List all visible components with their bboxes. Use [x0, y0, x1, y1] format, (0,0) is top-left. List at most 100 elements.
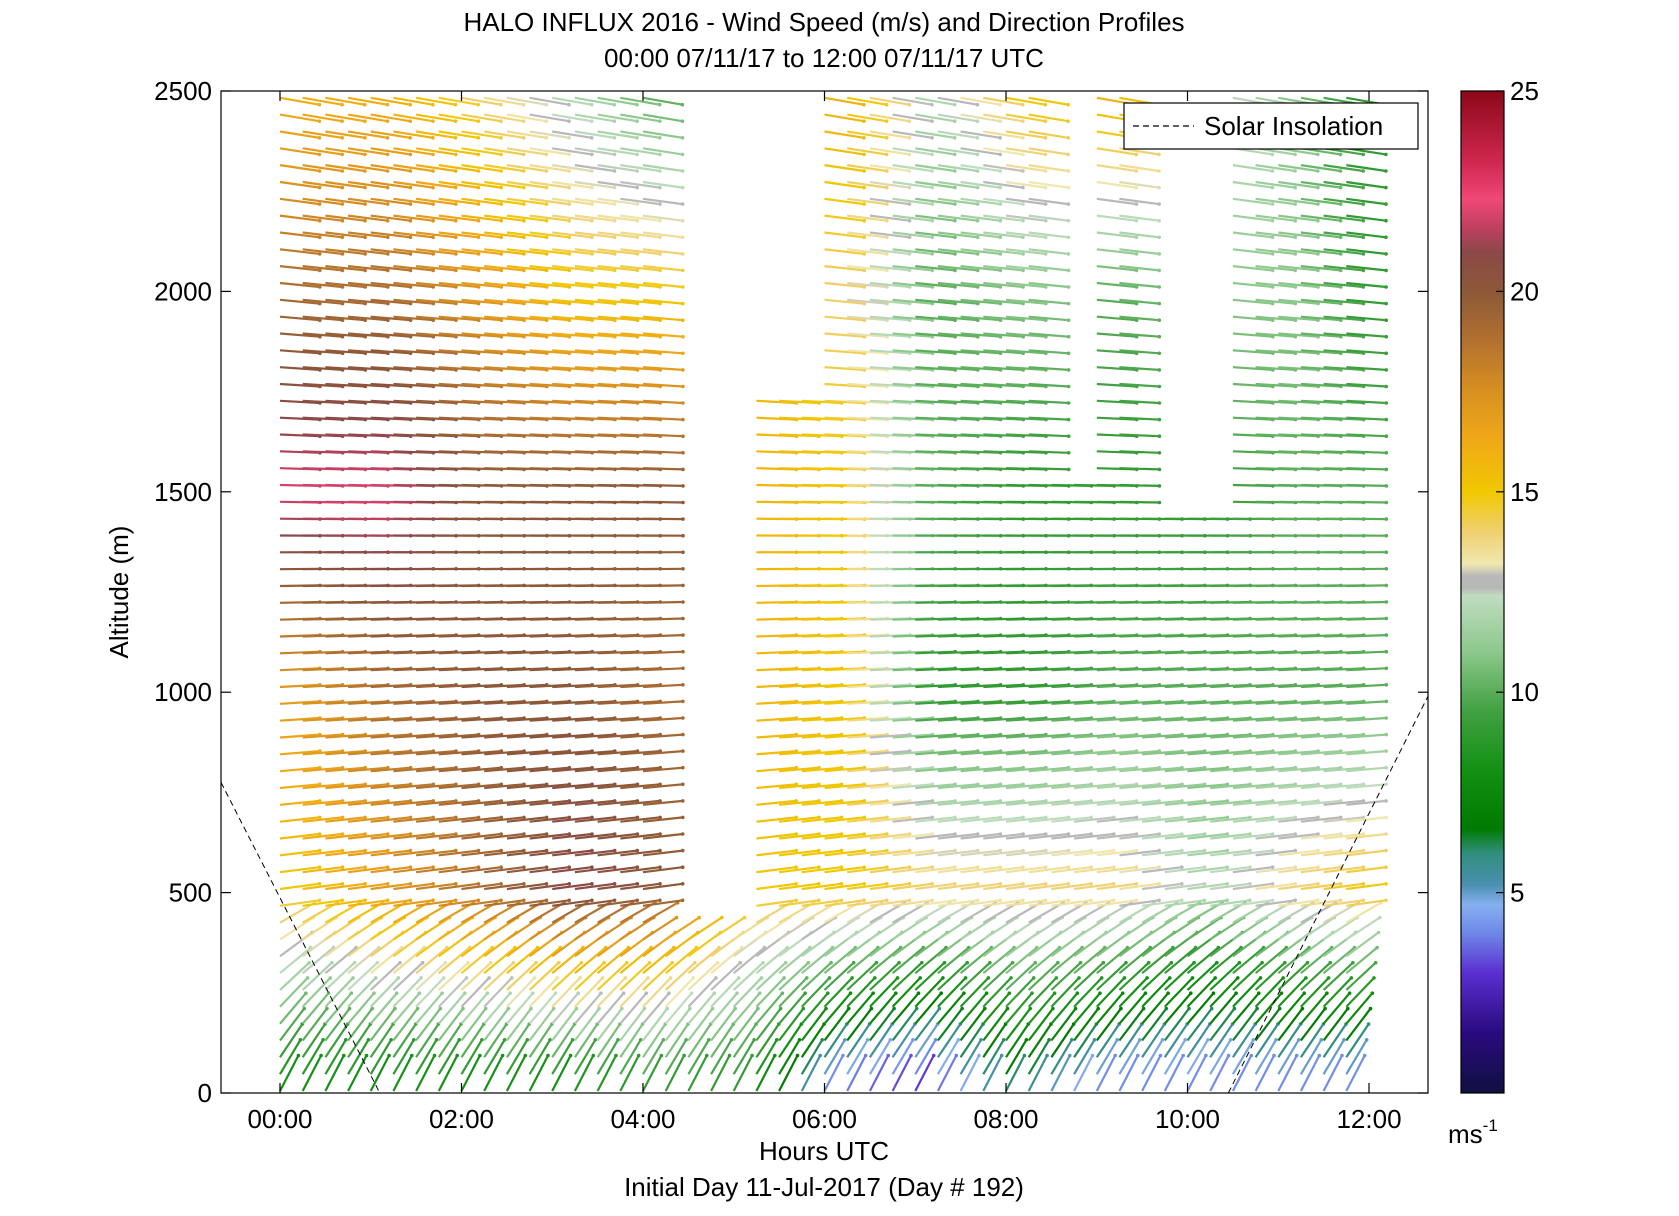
wind-arrow — [1278, 799, 1319, 806]
wind-arrow-head — [998, 152, 1002, 157]
wind-arrow-head — [1294, 1053, 1299, 1058]
wind-arrow-head — [885, 218, 889, 223]
wind-arrow-head — [385, 202, 390, 206]
wind-arrow — [937, 197, 978, 206]
wind-arrow — [574, 992, 602, 1025]
wind-arrow-head — [363, 799, 368, 803]
wind-arrow — [801, 832, 842, 840]
wind-arrow — [620, 164, 661, 173]
wind-arrow — [279, 281, 320, 289]
wind-arrow — [597, 164, 638, 173]
wind-arrow — [983, 366, 1024, 371]
wind-arrow-head — [693, 960, 697, 965]
wind-arrow — [915, 832, 956, 840]
wind-arrow-head — [363, 185, 367, 190]
wind-arrow — [1255, 716, 1296, 722]
wind-arrow — [393, 882, 434, 891]
wind-arrow — [393, 799, 434, 806]
wind-arrow — [779, 399, 820, 405]
wind-arrow-head — [317, 848, 322, 853]
wind-arrow — [1051, 866, 1092, 874]
wind-arrow — [915, 899, 956, 907]
wind-arrow-head — [590, 782, 594, 787]
wind-arrow — [597, 180, 638, 189]
wind-arrow-head — [1339, 301, 1343, 306]
wind-arrow-head — [1066, 368, 1071, 372]
wind-arrow — [1346, 298, 1387, 305]
wind-arrow-head — [1021, 815, 1025, 820]
wind-arrow-head — [340, 882, 345, 886]
wind-arrow — [642, 382, 683, 388]
wind-arrow-head — [750, 1053, 754, 1058]
wind-arrow — [529, 180, 570, 189]
wind-arrow-head — [1146, 960, 1151, 965]
wind-arrow — [937, 816, 978, 823]
wind-arrow-head — [454, 848, 458, 853]
wind-arrow-head — [1021, 865, 1025, 869]
wind-arrow-head — [1279, 991, 1284, 995]
wind-arrow — [1005, 866, 1046, 874]
wind-arrow — [1322, 1023, 1347, 1058]
wind-arrow-head — [522, 235, 526, 240]
wind-arrow — [1323, 750, 1364, 756]
wind-arrow — [1254, 1023, 1279, 1058]
wind-arrow — [460, 1039, 483, 1075]
wind-arrow-head — [522, 882, 526, 886]
wind-arrow-head — [907, 252, 912, 256]
wind-arrow-head — [298, 1038, 303, 1042]
wind-arrow-head — [658, 202, 662, 206]
wind-arrow — [1300, 197, 1341, 206]
wind-arrow — [1119, 882, 1160, 891]
wind-arrow — [1300, 332, 1341, 338]
wind-arrow — [1278, 683, 1319, 689]
wind-arrow-head — [317, 169, 322, 173]
wind-arrow-head — [340, 832, 345, 836]
wind-arrow — [1346, 197, 1387, 206]
wind-arrow — [279, 349, 320, 355]
wind-arrow-head — [998, 782, 1003, 787]
wind-arrow — [937, 946, 970, 975]
wind-arrow-head — [1089, 815, 1093, 820]
wind-arrow — [551, 1054, 572, 1092]
wind-arrow — [506, 700, 547, 705]
wind-arrow — [915, 281, 956, 289]
wind-arrow-head — [1384, 152, 1388, 157]
wind-arrow-head — [412, 1038, 416, 1042]
wind-arrow — [484, 849, 525, 857]
wind-arrow-head — [1043, 119, 1048, 123]
wind-arrow — [1232, 366, 1273, 371]
wind-arrow — [847, 96, 887, 106]
wind-arrow — [574, 849, 615, 857]
wind-arrow — [619, 1054, 640, 1092]
wind-arrow — [551, 977, 581, 1008]
wind-arrow — [1300, 366, 1341, 371]
wind-arrow — [416, 332, 457, 338]
wind-arrow — [1119, 265, 1160, 272]
wind-arrow — [324, 1007, 351, 1042]
wind-arrow — [620, 816, 661, 823]
wind-arrow-head — [431, 832, 436, 836]
wind-arrow — [574, 332, 615, 338]
wind-arrow — [552, 700, 593, 705]
wind-arrow — [1278, 866, 1319, 874]
wind-arrow — [461, 130, 502, 139]
wind-arrow — [869, 849, 910, 857]
wind-arrow — [506, 164, 547, 173]
wind-arrow-head — [998, 136, 1002, 140]
wind-arrow — [301, 1039, 325, 1075]
wind-arrow — [528, 916, 564, 941]
wind-arrow — [573, 1023, 599, 1058]
wind-arrow — [1186, 1039, 1209, 1075]
wind-arrow — [1300, 281, 1341, 289]
wind-arrow-head — [975, 799, 980, 803]
wind-arrow — [1028, 799, 1069, 806]
wind-arrow-head — [752, 1038, 756, 1042]
wind-arrow-head — [385, 882, 390, 886]
wind-arrow-head — [1384, 500, 1389, 505]
wind-arrow-head — [600, 976, 605, 980]
wind-arrow — [1231, 1023, 1257, 1058]
wind-arrow-head — [389, 1038, 393, 1042]
wind-arrow-head — [975, 102, 980, 107]
wind-arrow — [756, 866, 797, 874]
wind-arrow — [1232, 265, 1273, 272]
